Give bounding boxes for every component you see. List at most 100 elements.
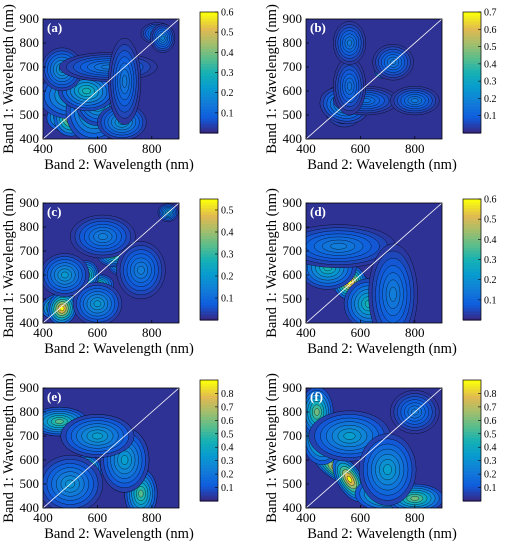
y-tick-label: 700 — [283, 428, 303, 443]
y-tick-label: 700 — [20, 243, 40, 258]
x-tick-label: 400 — [33, 141, 53, 156]
colorbar-tick-label: 0.3 — [221, 456, 234, 467]
diagonal-line — [43, 203, 179, 323]
y-tick-label: 600 — [20, 83, 40, 98]
y-tick-label: 600 — [283, 267, 303, 282]
colorbar-tick-label: 0.1 — [221, 294, 234, 305]
y-tick-label: 800 — [283, 219, 303, 234]
y-tick-label: 900 — [283, 195, 303, 210]
colorbar-tick-label: 0.1 — [484, 483, 497, 494]
y-tick-label: 900 — [20, 195, 40, 210]
colorbar-tick-label: 0.6 — [484, 195, 497, 206]
heatmap-blob — [332, 57, 367, 116]
panel-label: (d) — [310, 204, 326, 219]
y-tick-label: 500 — [283, 476, 303, 491]
heatmap-area — [43, 19, 179, 139]
colorbar-tick-label: 0.3 — [221, 250, 234, 261]
y-axis-label: Band 1: Wavelength (nm) — [264, 373, 280, 523]
heatmap-area — [306, 388, 442, 508]
colorbar-tick-label: 0.1 — [221, 483, 234, 494]
x-tick-label: 400 — [296, 510, 316, 525]
heatmap-blob — [150, 23, 176, 53]
y-tick-label: 800 — [20, 35, 40, 50]
y-tick-label: 400 — [283, 315, 303, 330]
panel-f: (f) 400 600 800 400 500 600 700 800 900 Band 2: Wa… — [264, 373, 497, 542]
diagonal-line — [306, 388, 442, 508]
x-tick-label: 600 — [88, 141, 108, 156]
y-tick-label: 500 — [283, 107, 303, 122]
x-axis-label: Band 2: Wavelength (nm) — [307, 526, 457, 542]
colorbar-tick-label: 0.5 — [221, 429, 234, 440]
colorbar-tick-label: 0.6 — [221, 416, 234, 427]
colorbar-tick-label: 0.5 — [484, 215, 497, 226]
colorbar-tick-label: 0.7 — [484, 402, 497, 413]
x-tick-label: 600 — [88, 325, 108, 340]
heatmap-blob — [60, 414, 135, 458]
colorbar-tick-label: 0.4 — [484, 59, 497, 70]
heatmap-blob — [358, 433, 417, 506]
colorbar: 0.1 0.2 0.3 0.4 0.5 0.6 — [462, 195, 497, 321]
y-tick-label: 600 — [20, 452, 40, 467]
colorbar-tick-label: 0.7 — [221, 402, 234, 413]
colorbar-tick-label: 0.4 — [484, 235, 497, 246]
y-tick-label: 900 — [283, 380, 303, 395]
colorbar: 0.1 0.2 0.3 0.4 0.5 0.6 — [199, 8, 234, 134]
plot-frame — [305, 202, 443, 324]
colorbar-tick-label: 0.5 — [484, 42, 497, 53]
y-tick-label: 400 — [20, 315, 40, 330]
heatmap-blob — [368, 243, 418, 323]
y-axis-label: Band 1: Wavelength (nm) — [264, 4, 280, 154]
y-tick-label: 600 — [283, 83, 303, 98]
heatmap-area — [43, 388, 179, 508]
x-tick-label: 400 — [33, 325, 53, 340]
colorbar-tick-label: 0.2 — [484, 470, 497, 481]
heatmap-blob — [69, 214, 136, 259]
colorbar-tick-label: 0.4 — [221, 228, 234, 239]
heatmap-blob — [108, 37, 142, 125]
x-axis-label: Band 2: Wavelength (nm) — [44, 341, 194, 357]
heatmap-blob — [47, 292, 77, 323]
y-tick-label: 900 — [20, 380, 40, 395]
plot-frame — [42, 387, 180, 509]
colorbar-tick-label: 0.3 — [484, 77, 497, 88]
x-tick-label: 800 — [405, 325, 425, 340]
panel-label: (c) — [47, 204, 61, 219]
y-tick-label: 600 — [20, 267, 40, 282]
y-tick-label: 400 — [283, 500, 303, 515]
y-tick-label: 400 — [283, 131, 303, 146]
diagonal-line — [43, 19, 179, 139]
colorbar-tick-label: 0.8 — [484, 389, 497, 400]
y-tick-label: 700 — [20, 428, 40, 443]
x-tick-label: 600 — [351, 510, 371, 525]
x-tick-label: 400 — [296, 141, 316, 156]
y-tick-label: 500 — [20, 107, 40, 122]
panel-label: (b) — [310, 20, 326, 35]
heatmap-blob — [390, 85, 440, 116]
x-tick-label: 600 — [351, 141, 371, 156]
colorbar-tick-label: 0.6 — [221, 8, 234, 19]
plot-frame — [42, 18, 180, 140]
heatmap-blob — [43, 253, 90, 297]
x-tick-label: 400 — [296, 325, 316, 340]
x-tick-label: 800 — [142, 325, 162, 340]
colorbar-tick-label: 0.1 — [484, 111, 497, 122]
colorbar-tick-label: 0.1 — [484, 295, 497, 306]
x-axis-label: Band 2: Wavelength (nm) — [44, 526, 194, 542]
y-tick-label: 700 — [283, 59, 303, 74]
heatmap-blob — [116, 241, 166, 300]
y-axis-label: Band 1: Wavelength (nm) — [1, 4, 17, 154]
colorbar-tick-label: 0.2 — [221, 272, 234, 283]
x-axis-label: Band 2: Wavelength (nm) — [307, 157, 457, 173]
colorbar-tick-label: 0.2 — [221, 88, 234, 99]
colorbar-tick-label: 0.4 — [221, 443, 234, 454]
x-axis-label: Band 2: Wavelength (nm) — [44, 157, 194, 173]
plot-frame — [42, 202, 180, 324]
y-tick-label: 700 — [283, 243, 303, 258]
colorbar-tick-label: 0.4 — [484, 443, 497, 454]
y-tick-label: 600 — [283, 452, 303, 467]
x-tick-label: 400 — [33, 510, 53, 525]
heatmap-blob — [72, 281, 123, 323]
colorbar: 0.1 0.2 0.3 0.4 0.5 0.6 0.7 0.8 — [199, 379, 234, 502]
colorbar-tick-label: 0.5 — [221, 206, 234, 217]
